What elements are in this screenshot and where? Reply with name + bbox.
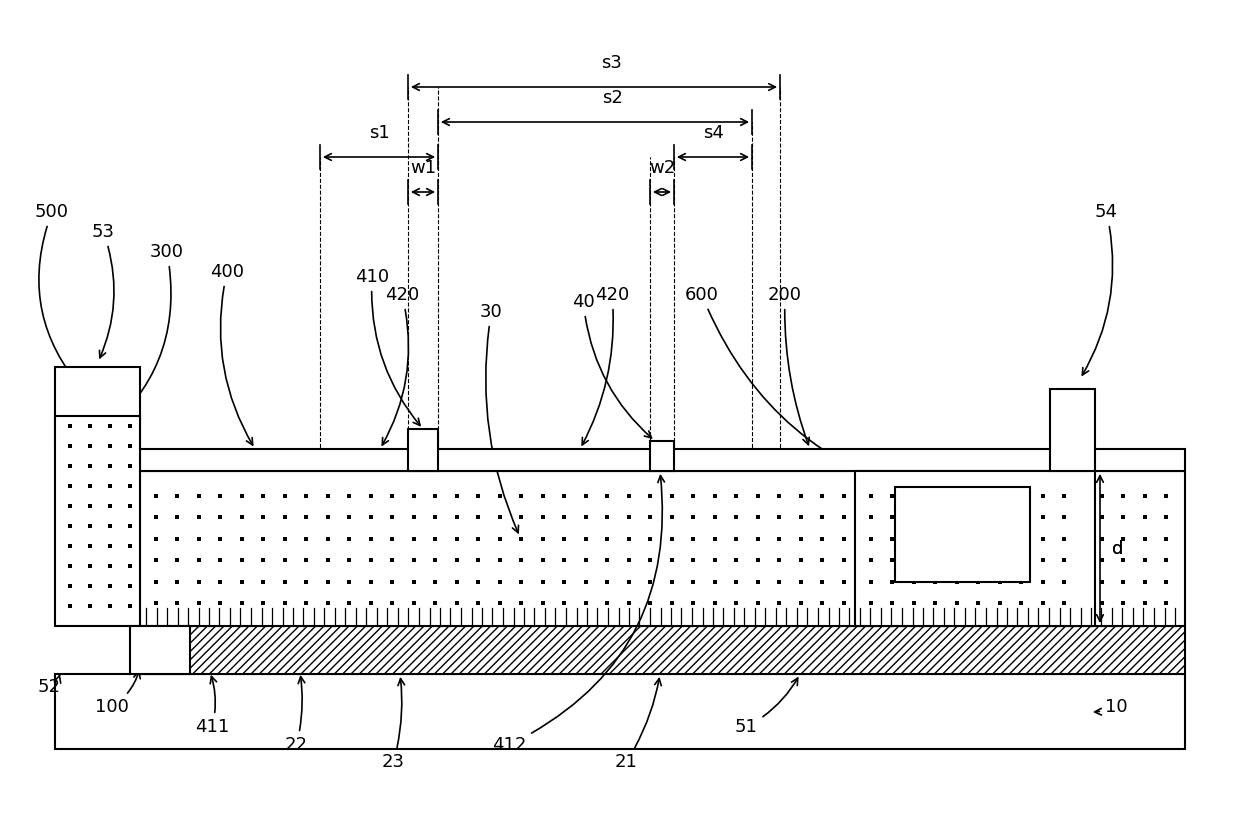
Text: 40: 40 bbox=[572, 293, 651, 438]
Text: h: h bbox=[1112, 451, 1123, 469]
Bar bbox=[856, 471, 1095, 626]
Text: 600: 600 bbox=[684, 286, 925, 498]
Text: d: d bbox=[1112, 540, 1123, 558]
Bar bbox=[895, 487, 1030, 582]
Bar bbox=[408, 429, 438, 471]
Bar bbox=[140, 471, 1185, 626]
Text: 10: 10 bbox=[1095, 698, 1127, 716]
Text: 54: 54 bbox=[1083, 203, 1118, 375]
Bar bbox=[55, 367, 140, 449]
Text: 420: 420 bbox=[382, 286, 419, 445]
Text: 23: 23 bbox=[382, 679, 405, 771]
Bar bbox=[55, 674, 1185, 749]
Bar bbox=[130, 626, 190, 674]
Bar bbox=[140, 626, 1185, 674]
Bar bbox=[140, 449, 1185, 471]
Text: 410: 410 bbox=[355, 268, 420, 426]
Bar bbox=[650, 441, 675, 471]
Bar bbox=[1050, 389, 1095, 471]
Text: 51: 51 bbox=[735, 678, 797, 736]
Text: h: h bbox=[1112, 451, 1123, 469]
Text: 411: 411 bbox=[195, 676, 229, 736]
Text: 500: 500 bbox=[35, 203, 82, 389]
Text: 100: 100 bbox=[95, 672, 140, 716]
Text: 300: 300 bbox=[102, 243, 184, 434]
Text: 21: 21 bbox=[615, 679, 661, 771]
Text: w2: w2 bbox=[649, 159, 675, 177]
Text: s2: s2 bbox=[603, 89, 624, 107]
Text: 52: 52 bbox=[38, 675, 61, 696]
Text: 412: 412 bbox=[492, 475, 665, 754]
Text: s3: s3 bbox=[601, 54, 622, 72]
Text: 22: 22 bbox=[285, 676, 308, 754]
Text: 30: 30 bbox=[480, 303, 518, 533]
Text: 420: 420 bbox=[583, 286, 629, 445]
Bar bbox=[55, 416, 140, 626]
Text: 53: 53 bbox=[92, 223, 115, 358]
Text: w1: w1 bbox=[410, 159, 436, 177]
Text: 200: 200 bbox=[768, 286, 810, 444]
Text: d: d bbox=[1112, 539, 1123, 557]
Text: s1: s1 bbox=[368, 124, 389, 142]
Text: 400: 400 bbox=[210, 263, 253, 445]
Text: s4: s4 bbox=[703, 124, 723, 142]
